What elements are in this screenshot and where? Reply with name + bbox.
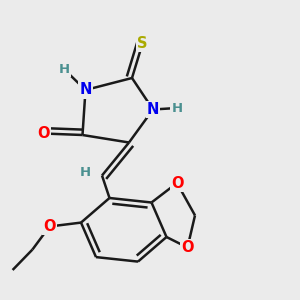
- Text: O: O: [181, 240, 194, 255]
- Text: S: S: [137, 36, 148, 51]
- Text: O: O: [171, 176, 183, 190]
- Text: H: H: [171, 101, 183, 115]
- Text: N: N: [79, 82, 92, 98]
- Text: H: H: [80, 166, 91, 179]
- Text: O: O: [37, 126, 50, 141]
- Text: H: H: [59, 63, 70, 76]
- Text: O: O: [43, 219, 56, 234]
- Text: N: N: [147, 102, 159, 117]
